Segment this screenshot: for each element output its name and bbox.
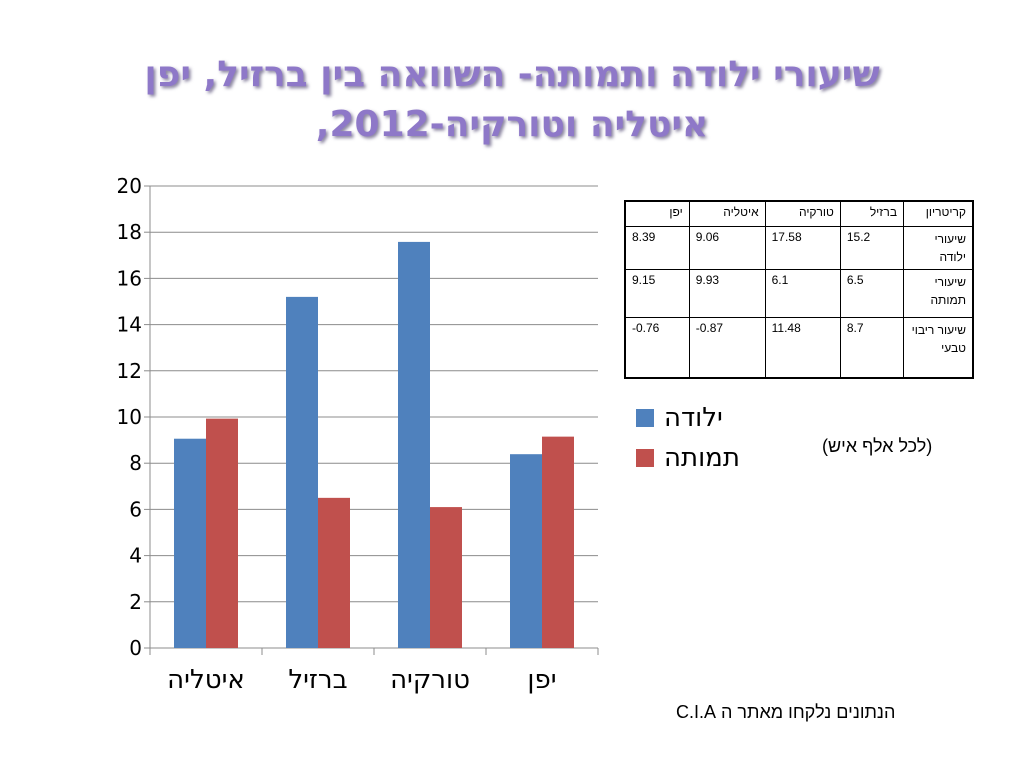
y-tick-label: 2 [129,590,142,614]
table-criterion-cell: שיעורי ילודה [903,226,974,270]
bar-death [318,497,350,648]
legend-swatch-birth [636,409,654,427]
y-tick-label: 8 [129,451,142,475]
table-criterion-cell: שיעור ריבוי טבעי [903,317,974,378]
y-tick-label: 18 [117,220,142,244]
y-tick-label: 0 [129,636,142,660]
table-cell: 6.1 [764,269,841,318]
legend-label-birth: ילודה [664,403,723,433]
x-tick-label: טורקיה [390,665,470,695]
table-header-cell: איטליה [688,200,766,227]
table-cell: 15.2 [839,226,905,270]
x-tick-label: איטליה [167,665,245,695]
table-header-cell: טורקיה [764,200,841,227]
chart-legend: ילודה תמותה [636,398,740,478]
table-cell: 9.93 [688,269,766,318]
bar-birth [174,438,206,648]
bar-death [430,507,462,648]
table-row: שיעורי תמותה 6.5 6.1 9.93 9.15 [624,269,974,318]
data-table: קריטריון ברזיל טורקיה איטליה יפן שיעורי … [624,200,974,379]
source-note: הנתונים נלקחו מאתר ה C.I.A [676,702,896,722]
bar-chart: 0 2 4 6 8 10 12 14 16 18 20 איטליה ברזיל טורקיה יפן [117,174,599,695]
slide-title: שיעורי ילודה ותמותה- השוואה בין ברזיל, י… [80,50,944,150]
x-tick-label: ברזיל [288,665,347,695]
bar-death [542,436,574,648]
table-cell: 9.15 [624,269,690,318]
table-header-cell: קריטריון [903,200,974,227]
bar-birth [398,241,430,649]
table-cell: 8.7 [839,317,905,378]
bar-birth [286,296,318,648]
title-line-1: שיעורי ילודה ותמותה- השוואה בין ברזיל, י… [144,54,880,95]
table-cell: -0.76 [624,317,690,378]
y-tick-label: 14 [117,313,142,337]
bar-birth [510,454,542,648]
table-header-row: קריטריון ברזיל טורקיה איטליה יפן [624,200,974,227]
x-tick-label: יפן [527,665,556,695]
table-row: שיעורי ילודה 15.2 17.58 9.06 8.39 [624,226,974,270]
unit-note: (לכל אלף איש) [822,436,933,456]
y-tick-label: 16 [117,266,142,290]
table-criterion-cell: שיעורי תמותה [903,269,974,318]
title-line-2: איטליה וטורקיה-2012, [315,104,709,145]
table-header-cell: יפן [624,200,690,227]
y-tick-label: 6 [129,497,142,521]
y-tick-label: 12 [117,359,142,383]
table-cell: 8.39 [624,226,690,270]
bar-death [206,418,238,648]
y-tick-label: 10 [117,405,142,429]
legend-item-death: תמותה [636,438,740,478]
table-row: שיעור ריבוי טבעי 8.7 11.48 -0.87 -0.76 [624,317,974,378]
legend-item-birth: ילודה [636,398,740,438]
table-cell: -0.87 [688,317,766,378]
table-cell: 11.48 [764,317,841,378]
table-cell: 9.06 [688,226,766,270]
y-tick-label: 20 [117,174,142,198]
table-header-cell: ברזיל [839,200,905,227]
table-cell: 6.5 [839,269,905,318]
y-tick-label: 4 [129,544,142,568]
legend-label-death: תמותה [664,443,740,473]
table-cell: 17.58 [764,226,841,270]
legend-swatch-death [636,449,654,467]
